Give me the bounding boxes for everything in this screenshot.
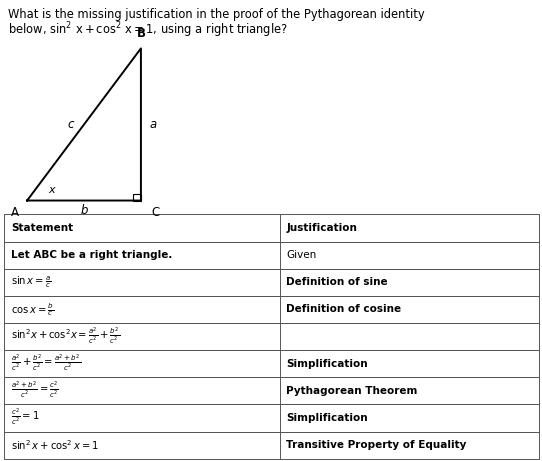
Text: Definition of cosine: Definition of cosine	[286, 304, 402, 314]
Text: Transitive Property of Equality: Transitive Property of Equality	[286, 440, 467, 450]
Text: Statement: Statement	[11, 223, 73, 233]
Text: $\mathrm{cos}\,x = \frac{b}{c}$: $\mathrm{cos}\,x = \frac{b}{c}$	[11, 301, 54, 318]
Bar	[4, 431, 539, 459]
Text: $\frac{a^2 + b^2}{c^2} = \frac{c^2}{c^2}$: $\frac{a^2 + b^2}{c^2} = \frac{c^2}{c^2}…	[11, 380, 59, 402]
Text: $\mathrm{sin}\,x = \frac{a}{c}$: $\mathrm{sin}\,x = \frac{a}{c}$	[11, 274, 51, 290]
Bar	[4, 323, 539, 350]
Bar	[133, 194, 141, 201]
Text: x: x	[48, 185, 55, 195]
Bar	[4, 242, 539, 269]
Text: $\frac{a^2}{c^2} + \frac{b^2}{c^2} = \frac{a^2 + b^2}{c^2}$: $\frac{a^2}{c^2} + \frac{b^2}{c^2} = \fr…	[11, 353, 81, 374]
Text: What is the missing justification in the proof of the Pythagorean identity: What is the missing justification in the…	[8, 8, 425, 21]
Text: Pythagorean Theorem: Pythagorean Theorem	[286, 386, 418, 396]
Text: $\frac{c^2}{c^2} = 1$: $\frac{c^2}{c^2} = 1$	[11, 408, 40, 428]
Text: $\mathrm{sin}^2 x + \mathrm{cos}^2 x = \frac{a^2}{c^2} + \frac{b^2}{c^2}$: $\mathrm{sin}^2 x + \mathrm{cos}^2 x = \…	[11, 326, 120, 347]
Text: $\mathrm{sin}^2\,x + \mathrm{cos}^2\,x = 1$: $\mathrm{sin}^2\,x + \mathrm{cos}^2\,x =…	[11, 438, 99, 452]
Text: Justification: Justification	[286, 223, 357, 233]
Text: A: A	[11, 206, 19, 219]
Text: Let ABC be a right triangle.: Let ABC be a right triangle.	[11, 250, 172, 260]
Text: Simplification: Simplification	[286, 359, 368, 369]
Text: Simplification: Simplification	[286, 413, 368, 423]
Text: c: c	[67, 118, 74, 131]
Text: Definition of sine: Definition of sine	[286, 277, 388, 287]
Bar	[4, 269, 539, 296]
Bar	[4, 350, 539, 377]
Bar	[4, 404, 539, 431]
Text: below, $\mathregular{sin^2}$ $\mathregular{x + cos^2}$ $\mathregular{x = 1}$, us: below, $\mathregular{sin^2}$ $\mathregul…	[8, 21, 288, 41]
Bar	[4, 296, 539, 323]
Text: C: C	[152, 206, 160, 219]
Text: a: a	[149, 118, 157, 131]
Text: b: b	[80, 204, 88, 217]
Bar	[4, 214, 539, 242]
Text: Given: Given	[286, 250, 317, 260]
Text: B: B	[137, 27, 145, 40]
Bar	[4, 377, 539, 404]
